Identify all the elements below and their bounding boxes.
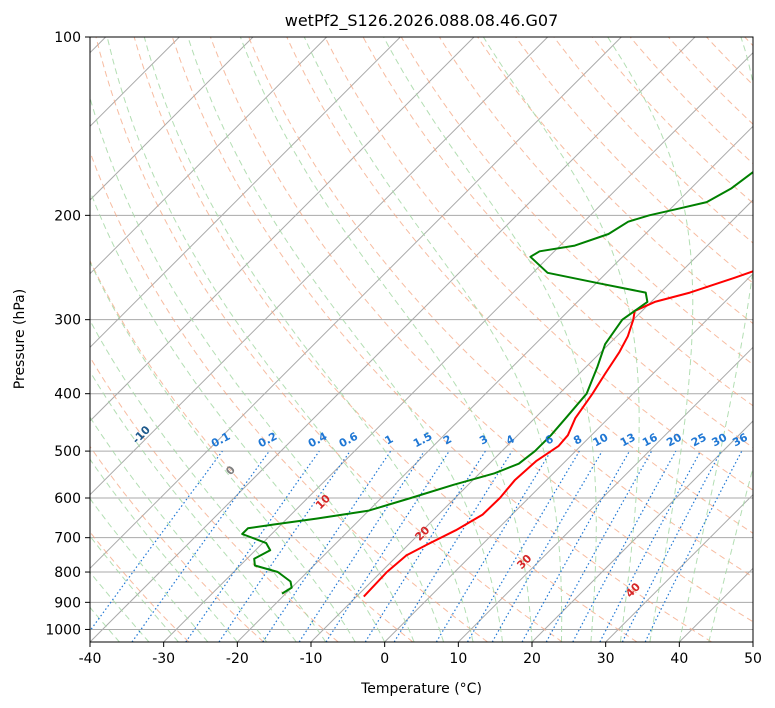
x-tick-label: -20 <box>226 651 249 667</box>
y-tick-label: 900 <box>54 595 81 611</box>
moist-adiabat-line <box>90 319 327 642</box>
mixing-ratio-label: 36 <box>730 431 750 450</box>
mixing-ratio-line <box>491 450 603 642</box>
y-axis-label: Pressure (hPa) <box>12 289 28 389</box>
mixing-ratio-line <box>131 450 270 642</box>
moist-adiabat-line <box>90 497 209 642</box>
dry-adiabat-line <box>477 37 753 325</box>
isotherm-line <box>90 37 254 201</box>
moist-adiabat-line <box>90 416 268 642</box>
dry-adiabat-line <box>248 37 753 578</box>
dry-adiabat-line <box>95 37 563 642</box>
sounding-lines <box>241 170 753 598</box>
x-tick-label: 10 <box>449 651 467 667</box>
mixing-ratio-line <box>435 450 552 642</box>
y-tick-label: 1000 <box>45 622 81 638</box>
isotherm-line <box>531 420 753 642</box>
y-tick-label: 300 <box>54 313 81 329</box>
mixing-ratio-label: 13 <box>618 431 638 450</box>
isotherm-line <box>90 37 549 496</box>
moist-adiabat-line <box>239 37 533 642</box>
moist-adiabat-line <box>90 96 415 642</box>
dry-adiabat-line <box>324 37 753 491</box>
moist-adiabat-line <box>90 260 356 642</box>
isotherm-line <box>605 493 753 642</box>
moist-adiabat-line <box>90 458 238 642</box>
x-axis: -40 -30 -20 -10 0 10 20 30 40 50 <box>79 642 762 667</box>
plot-frame <box>89 36 754 643</box>
mixing-ratio-label: 30 <box>710 431 730 450</box>
isotherm-line <box>384 272 753 642</box>
y-tick-label: 200 <box>54 208 81 224</box>
temperature-line <box>363 270 753 598</box>
dry-adiabat-line <box>591 37 753 204</box>
mixing-ratio-line <box>393 450 513 642</box>
x-tick-label: 20 <box>523 651 541 667</box>
isotherm-line <box>90 37 475 422</box>
moist-adiabat-line <box>90 535 179 642</box>
isotherm-line <box>90 37 696 642</box>
y-tick-label: 800 <box>54 565 81 581</box>
mixing-ratio-line <box>218 450 351 642</box>
adiabat-label: -30 <box>0 365 2 388</box>
y-tick-label: 100 <box>54 30 81 46</box>
dry-adiabat-line <box>400 37 753 407</box>
y-tick-label: 700 <box>54 531 81 547</box>
mixing-ratio-line <box>325 450 450 642</box>
dry-adiabat-line <box>133 37 638 642</box>
chart-title: wetPf2_S126.2026.088.08.46.G07 <box>285 11 559 31</box>
isotherm-line <box>90 37 622 570</box>
moist-adiabat-line <box>607 37 694 642</box>
mixing-ratio-label: 20 <box>664 431 684 450</box>
moist-adiabat-line <box>678 37 753 642</box>
moist-adiabat-line <box>383 37 597 642</box>
mixing-ratio-line <box>545 450 653 642</box>
isotherm-line <box>90 37 401 349</box>
moist-adiabat-line <box>708 466 753 642</box>
y-axis: 100 200 300 400 500 600 700 800 900 1000 <box>45 30 90 638</box>
x-tick-label: 40 <box>670 651 688 667</box>
y-tick-label: 400 <box>54 387 81 403</box>
x-tick-label: 0 <box>380 651 389 667</box>
x-tick-label: -10 <box>300 651 323 667</box>
x-tick-label: -30 <box>152 651 175 667</box>
mixing-ratio-label: 10 <box>591 431 611 450</box>
x-axis-label: Temperature (°C) <box>360 681 482 697</box>
dry-adiabat-line <box>362 37 753 449</box>
x-tick-label: 50 <box>744 651 762 667</box>
mixing-ratio-line <box>572 450 677 642</box>
mixing-ratio-line <box>466 450 580 642</box>
x-tick-label: -40 <box>79 651 102 667</box>
mixing-ratio-line <box>90 450 223 632</box>
isotherm-line <box>236 125 753 642</box>
isotherm-line <box>163 51 753 642</box>
background-lines <box>90 37 753 642</box>
dry-adiabat-line <box>90 445 264 642</box>
isotherm-line <box>752 641 753 642</box>
moist-adiabat-line <box>90 370 297 642</box>
moist-adiabat-line <box>106 37 445 642</box>
mixing-ratio-label: 16 <box>640 431 660 450</box>
y-tick-label: 600 <box>54 491 81 507</box>
plot-area <box>90 37 753 642</box>
mixing-ratio-line <box>185 450 320 642</box>
dry-adiabat-line <box>171 37 712 642</box>
isotherm-line <box>90 37 328 275</box>
dry-adiabat-line <box>90 259 414 642</box>
moist-adiabat-line <box>90 189 386 642</box>
moist-adiabat-line <box>303 37 563 642</box>
y-tick-label: 500 <box>54 444 81 460</box>
dry-adiabat-line <box>629 37 753 165</box>
moist-adiabat-line <box>187 37 503 642</box>
dewpoint-line <box>241 170 753 595</box>
moist-adiabat-line <box>482 37 640 642</box>
dry-adiabat-line <box>210 37 753 623</box>
moist-adiabat-line <box>143 37 474 642</box>
x-tick-label: 30 <box>597 651 615 667</box>
dry-adiabat-line <box>515 37 753 284</box>
mixing-ratio-line <box>521 450 631 642</box>
mixing-ratio-label: 25 <box>689 431 709 450</box>
